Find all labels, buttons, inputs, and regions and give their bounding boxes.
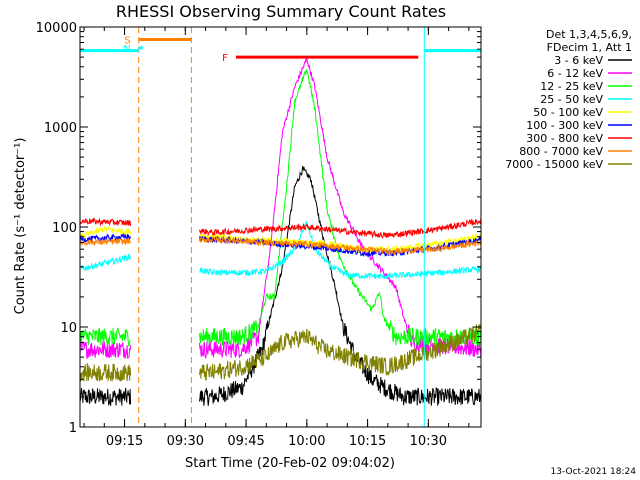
chart-title: RHESSI Observing Summary Count Rates <box>116 2 446 21</box>
series-line-3-segment-0 <box>79 254 132 272</box>
legend-entry-label-6: 300 - 800 keV <box>526 132 603 145</box>
y-tick-label-3: 1000 <box>44 121 77 136</box>
series-line-0-segment-1 <box>199 165 482 406</box>
legend-header-line-1: Det 1,3,4,5,6,9, <box>546 28 632 41</box>
x-tick-label-2: 09:45 <box>227 434 264 449</box>
x-tick-label-0: 09:15 <box>106 434 143 449</box>
footer-date: 13-Oct-2021 18:24 <box>551 467 637 477</box>
series-line-8-segment-0 <box>79 362 132 383</box>
legend-header-line-2: FDecim 1, Att 1 <box>547 41 632 54</box>
x-tick-label-3: 10:00 <box>288 434 325 449</box>
y-tick-label-1: 10 <box>60 321 77 336</box>
legend-entry-label-5: 100 - 300 keV <box>526 119 603 132</box>
series-line-6-segment-1 <box>199 218 482 239</box>
legend-entry-label-3: 25 - 50 keV <box>540 93 603 106</box>
series-line-4-segment-0 <box>79 225 132 239</box>
legend-entry-label-4: 50 - 100 keV <box>533 106 603 119</box>
legend-entry-label-1: 6 - 12 keV <box>547 67 603 80</box>
series-line-7-segment-1 <box>199 235 482 256</box>
series-line-2-segment-0 <box>79 327 131 347</box>
legend-entry-label-7: 800 - 7000 keV <box>519 145 603 158</box>
series-line-0-segment-0 <box>79 387 132 406</box>
series-line-4-segment-1 <box>199 232 482 254</box>
legend: Det 1,3,4,5,6,9, FDecim 1, Att 1 3 - 6 k… <box>505 28 632 171</box>
legend-entry-label-0: 3 - 6 keV <box>554 54 603 67</box>
plot-area: SNF <box>79 27 482 427</box>
legend-entry-label-8: 7000 - 15000 keV <box>505 158 603 171</box>
x-tick-label-1: 09:30 <box>167 434 204 449</box>
series-line-6-segment-0 <box>79 217 132 227</box>
series-line-8-segment-1 <box>199 324 482 381</box>
series-line-2-segment-1 <box>199 69 482 346</box>
y-tick-label-0: 1 <box>69 421 77 436</box>
series-line-7-segment-0 <box>79 237 132 247</box>
series-line-3-segment-1 <box>199 220 482 280</box>
x-tick-label-4: 10:15 <box>349 434 386 449</box>
x-axis-label: Start Time (20-Feb-02 09:04:02) <box>185 456 395 471</box>
series-line-1-segment-0 <box>79 340 132 360</box>
axes: 1 10 100 1000 10000 09:15 09:30 09:45 10:00 10:15… <box>36 21 482 449</box>
state-bar-label-0: S <box>124 35 130 46</box>
y-tick-label-4: 10000 <box>36 21 77 36</box>
y-tick-label-2: 100 <box>52 221 77 236</box>
legend-entry-label-2: 12 - 25 keV <box>540 80 603 93</box>
y-axis-label: Count Rate (s⁻¹ detector⁻¹) <box>13 138 28 315</box>
x-tick-label-5: 10:30 <box>410 434 447 449</box>
state-bar-label-2: F <box>222 53 228 64</box>
